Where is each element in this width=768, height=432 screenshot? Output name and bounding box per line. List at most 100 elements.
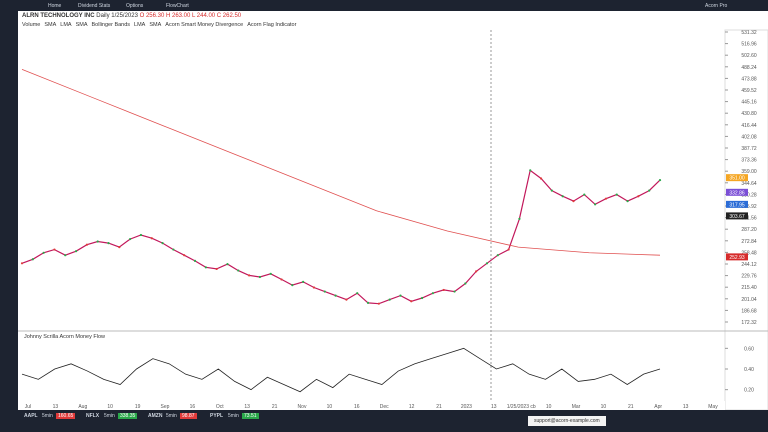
close-point — [388, 298, 391, 301]
y-tick-label: 287.20 — [741, 227, 757, 233]
date-label: 10 — [107, 404, 113, 410]
close-point — [237, 269, 240, 272]
close-point — [583, 193, 586, 196]
nav-item[interactable]: FlowChart — [166, 3, 189, 9]
nav-item[interactable]: Options — [126, 3, 144, 9]
close-point — [74, 250, 78, 253]
close-point — [53, 248, 56, 251]
date-label: 1/25/2023 cb — [507, 404, 536, 410]
symbol-name: ALRN TECHNOLOGY INC — [22, 13, 95, 19]
date-label: Dec — [380, 404, 389, 410]
date-label: 21 — [628, 404, 634, 410]
date-label: 19 — [135, 404, 141, 410]
close-point — [626, 199, 629, 203]
close-point — [356, 292, 359, 295]
date-label: 2023 — [461, 404, 472, 410]
interval: Daily — [96, 13, 110, 19]
oscillator-title: Johnny Scrilla Acorn Money Flow — [24, 334, 105, 340]
price-tag — [726, 200, 748, 208]
close-point — [637, 195, 640, 198]
watch-symbol: AAPL — [24, 413, 38, 419]
date-label: Sep — [161, 404, 170, 410]
y-tick-label: 258.48 — [741, 250, 757, 256]
indicator-label: Bollinger Bands — [91, 22, 131, 28]
y-tick-label: 473.88 — [741, 76, 757, 82]
date-label: 13 — [53, 404, 59, 410]
close-point — [172, 248, 175, 251]
close-point — [20, 262, 24, 265]
close-point — [594, 203, 597, 206]
date-label: 10 — [546, 404, 552, 410]
watch-symbol: PYPL — [210, 413, 224, 419]
watchlist: AAPL 5min 160.65 NFLX 5min 338.35 AMZN 5min 98.8… — [18, 410, 768, 432]
close-point — [464, 282, 467, 285]
watch-tile[interactable]: NFLX 5min 338.35 — [84, 412, 142, 430]
close-point — [312, 286, 316, 289]
close-point — [226, 262, 229, 266]
close-point — [193, 259, 197, 262]
indicator-label: LMA — [60, 22, 72, 28]
date-label: 16 — [354, 404, 360, 410]
nav-item[interactable]: Dividend Stats — [78, 3, 111, 9]
watch-tile[interactable]: AMZN 5min 98.87 — [146, 412, 204, 430]
date-label: 21 — [272, 404, 278, 410]
y-tick-label: 344.64 — [741, 181, 757, 187]
date-label: 16 — [190, 404, 196, 410]
ma200-line — [21, 69, 661, 256]
indicator-label: SMA — [149, 22, 162, 28]
indicator-label: Acorn Smart Money Divergence — [165, 22, 244, 28]
date-axis — [18, 401, 725, 410]
osc-tick-label: 0.40 — [744, 367, 754, 373]
close-point — [561, 195, 564, 198]
nav-right[interactable]: Acorn Pro — [705, 3, 728, 9]
y-tick-label: 488.24 — [741, 65, 757, 71]
watch-symbol: NFLX — [86, 413, 100, 419]
price-axis — [724, 29, 768, 410]
date: 1/25/2023 — [111, 13, 138, 19]
close-point — [247, 274, 251, 277]
watch-price: 98.87 — [180, 413, 197, 419]
y-tick-label: 387.72 — [741, 146, 757, 152]
y-tick-label: 416.44 — [741, 123, 757, 129]
close-point — [485, 262, 489, 265]
ohlc: O 256.30 H 263.00 L 244.00 C 262.50 — [139, 13, 242, 19]
y-tick-label: 244.12 — [741, 262, 757, 268]
close-point — [118, 246, 121, 249]
y-tick-label: 373.36 — [741, 158, 757, 164]
date-label: 21 — [436, 404, 442, 410]
close-point — [442, 288, 445, 292]
close-point — [64, 254, 67, 257]
y-tick-label: 186.68 — [741, 308, 757, 314]
y-tick-label: 459.52 — [741, 88, 757, 94]
date-label: Apr — [654, 404, 662, 410]
watch-symbol: AMZN — [148, 413, 163, 419]
close-point — [410, 300, 413, 303]
money-flow-line — [21, 347, 661, 393]
watch-tile[interactable]: PYPL 5min 73.51 — [208, 412, 266, 430]
close-point — [258, 275, 261, 279]
close-point — [85, 243, 88, 246]
close-point — [96, 240, 99, 243]
watch-interval: 5min — [104, 413, 115, 419]
date-label: 13 — [491, 404, 497, 410]
indicator-label: Volume — [22, 22, 41, 28]
osc-tick-label: 0.60 — [744, 346, 754, 352]
notification[interactable]: support@acorn-example.com — [528, 416, 606, 426]
watch-price: 338.35 — [118, 413, 138, 419]
date-label: 10 — [601, 404, 607, 410]
date-label: Nov — [298, 404, 307, 410]
y-tick-label: 315.92 — [741, 204, 757, 210]
close-point — [529, 169, 532, 172]
close-point — [658, 178, 662, 182]
y-tick-label: 272.84 — [741, 239, 757, 245]
y-tick-label: 330.28 — [741, 192, 757, 198]
symbol-line: ALRN TECHNOLOGY INC Daily 1/25/2023 O 25… — [22, 13, 241, 19]
close-point — [215, 267, 218, 271]
y-tick-label: 172.32 — [741, 320, 757, 326]
nav-item[interactable]: Home — [48, 3, 62, 9]
date-label: 12 — [409, 404, 415, 410]
price-tag — [726, 212, 748, 220]
date-label: Mar — [572, 404, 581, 410]
watch-tile[interactable]: AAPL 5min 160.65 — [22, 412, 80, 430]
close-point — [507, 248, 510, 251]
